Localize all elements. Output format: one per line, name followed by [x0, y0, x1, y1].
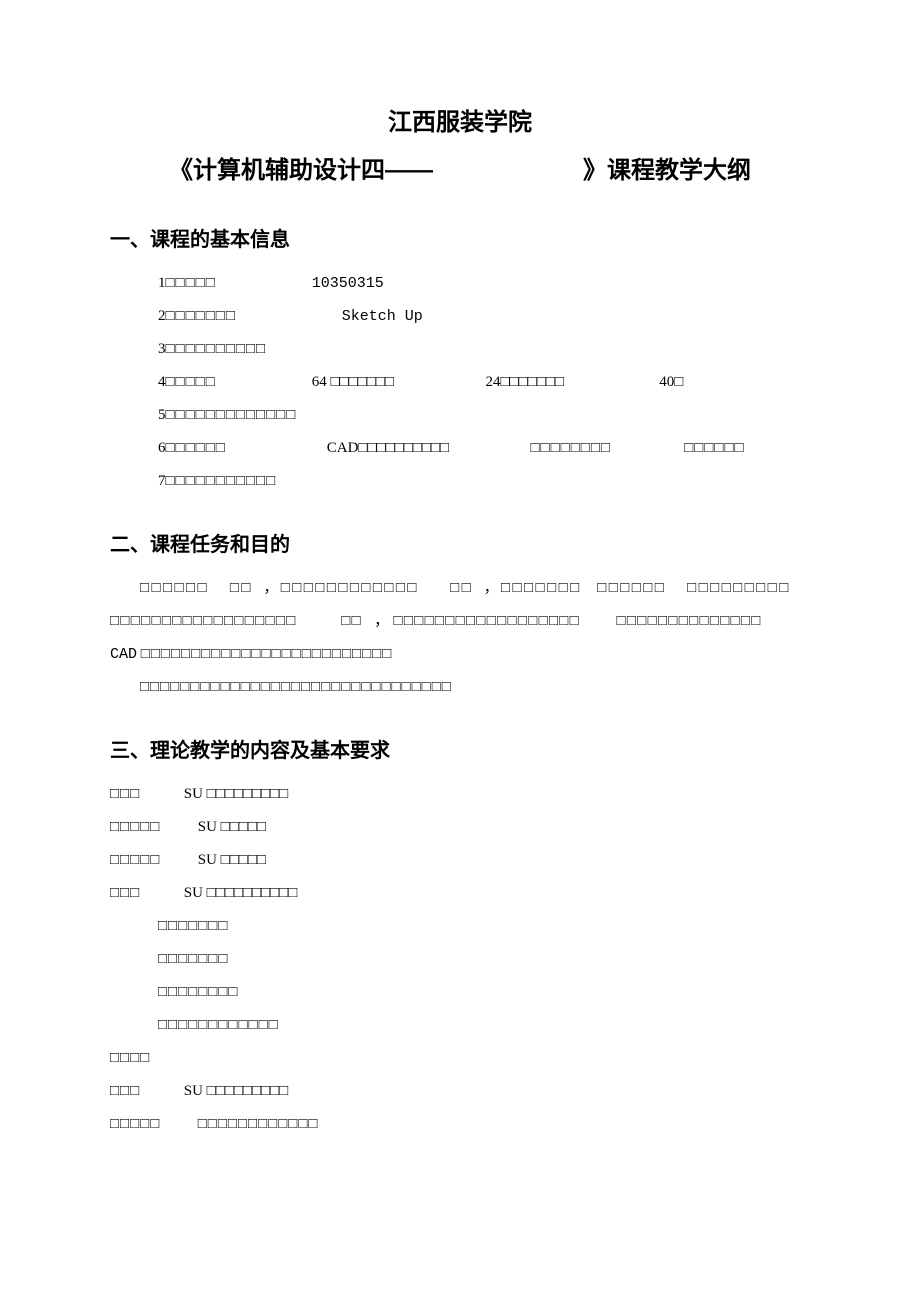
info-label: 7□□□□□□□□□□□: [158, 465, 276, 498]
content-line: □□□ SU □□□□□□□□□: [110, 1075, 810, 1108]
info-value: 64 □□□□□□□: [312, 366, 482, 399]
info-row: 7□□□□□□□□□□□: [110, 465, 810, 498]
info-row: 2□□□□□□□ Sketch Up: [110, 300, 810, 333]
info-label: 2□□□□□□□: [158, 300, 338, 333]
info-value: □□□□□□: [684, 432, 744, 465]
content-line: □□□□: [110, 1042, 810, 1075]
course-title: 《计算机辅助设计四—— 》课程教学大纲: [110, 148, 810, 194]
course-title-suffix: 》课程教学大纲: [583, 157, 751, 184]
content-line: □□□ SU □□□□□□□□□□: [110, 877, 810, 910]
content-line: □□□□□□□□: [110, 976, 810, 1009]
info-label: 1□□□□□: [158, 267, 308, 300]
info-value: □□□□□□□□: [531, 432, 681, 465]
section1-heading: 一、课程的基本信息: [110, 221, 810, 259]
info-row: 3□□□□□□□□□□: [110, 333, 810, 366]
info-label: 6□□□□□□: [158, 432, 323, 465]
info-value: CAD□□□□□□□□□□: [327, 432, 527, 465]
info-value: 24□□□□□□□: [486, 366, 656, 399]
info-value: 10350315: [312, 267, 384, 300]
info-value: Sketch Up: [342, 300, 423, 333]
info-row: 4□□□□□ 64 □□□□□□□ 24□□□□□□□ 40□: [110, 366, 810, 399]
section2-paragraph-1: □□□□□□ □□ ，□□□□□□□□□□□□ □□ ，□□□□□□□ □□□□…: [110, 572, 810, 671]
content-line: □□□□□ □□□□□□□□□□□□: [110, 1108, 810, 1141]
institution-title: 江西服装学院: [110, 100, 810, 146]
info-label: 3□□□□□□□□□□: [158, 333, 266, 366]
content-line: □□□ SU □□□□□□□□□: [110, 778, 810, 811]
info-row: 6□□□□□□ CAD□□□□□□□□□□ □□□□□□□□ □□□□□□: [110, 432, 810, 465]
section2-paragraph-2: □□□□□□□□□□□□□□□□□□□□□□□□□□□□□□□: [110, 671, 810, 704]
content-line: □□□□□ SU □□□□□: [110, 811, 810, 844]
info-label: 4□□□□□: [158, 366, 308, 399]
content-line: □□□□□□□: [110, 943, 810, 976]
info-row: 5□□□□□□□□□□□□□: [110, 399, 810, 432]
info-value: 40□: [659, 366, 683, 399]
content-line: □□□□□□□: [110, 910, 810, 943]
content-line: □□□□□□□□□□□□: [110, 1009, 810, 1042]
course-title-prefix: 《计算机辅助设计四——: [169, 157, 433, 184]
info-label: 5□□□□□□□□□□□□□: [158, 399, 296, 432]
info-row: 1□□□□□ 10350315: [110, 267, 810, 300]
section2-heading: 二、课程任务和目的: [110, 526, 810, 564]
content-line: □□□□□ SU □□□□□: [110, 844, 810, 877]
section3-heading: 三、理论教学的内容及基本要求: [110, 732, 810, 770]
page: 江西服装学院 《计算机辅助设计四—— 》课程教学大纲 一、课程的基本信息 1□□□…: [0, 0, 920, 1302]
